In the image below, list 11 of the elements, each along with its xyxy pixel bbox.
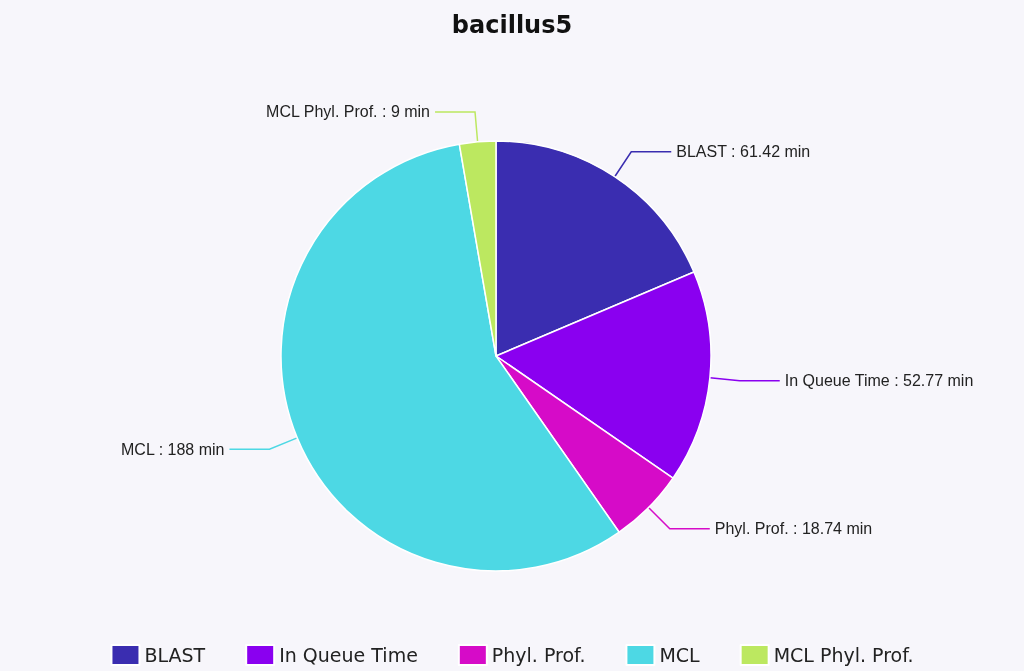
category-label: MCL : 188 min [121,440,225,458]
category-label: In Queue Time : 52.77 min [784,372,974,390]
legend-label: MCL [659,644,701,666]
chart-title: bacillus5 [451,11,573,39]
category-label: MCL Phyl. Prof. : 9 min [266,103,431,121]
legend-label: BLAST [144,644,206,666]
legend-label: In Queue Time [279,644,418,666]
category-label: BLAST : 61.42 min [676,143,811,161]
category-label: Phyl. Prof. : 18.74 min [714,520,873,538]
legend-label: Phyl. Prof. [491,644,586,666]
legend-label: MCL Phyl. Prof. [773,644,914,666]
